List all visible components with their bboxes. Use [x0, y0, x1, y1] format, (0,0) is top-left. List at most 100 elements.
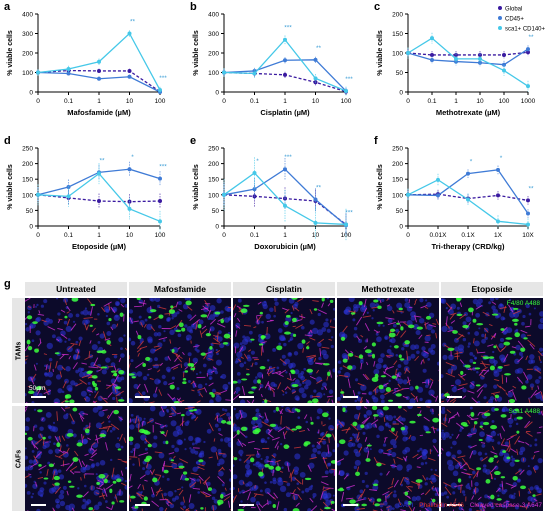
series-sca1-cd140-	[222, 35, 348, 96]
data-point	[97, 59, 101, 64]
series-cd45-	[406, 165, 530, 218]
data-point	[478, 60, 482, 65]
data-point	[97, 68, 101, 73]
data-point	[66, 71, 71, 76]
y-tick-label: 50	[396, 208, 404, 215]
column-header-methotrexate: Methotrexate	[337, 282, 439, 296]
micrograph-image	[129, 406, 231, 511]
stain-legend-item: Phalloidin A546	[419, 502, 464, 509]
significance-annotation: *	[500, 155, 503, 162]
data-point	[158, 219, 162, 224]
x-axis-label: Tri-therapy (CRD/kg)	[432, 242, 505, 251]
series-sca1-cd140-	[36, 30, 162, 94]
data-point	[97, 171, 101, 176]
data-point	[66, 194, 71, 199]
data-point	[313, 197, 318, 202]
x-tick-label: 10X	[522, 232, 534, 239]
series-sca1-cd140-	[222, 157, 348, 241]
series-sca1-cd140-	[36, 163, 162, 232]
x-tick-label: 1	[283, 232, 287, 239]
data-point	[436, 193, 440, 198]
x-tick-label: 1000	[521, 98, 536, 105]
legend-label: Global	[505, 7, 522, 13]
data-point	[496, 219, 500, 224]
series-sca1-cd140-	[406, 32, 530, 92]
micrograph-cafs-methotrexate	[337, 406, 439, 511]
x-tick-label: 100	[499, 98, 510, 105]
data-point	[313, 57, 318, 62]
y-axis-label: % viable cells	[377, 30, 384, 76]
data-point	[313, 76, 318, 81]
y-tick-label: 250	[392, 146, 403, 153]
data-point	[283, 167, 287, 172]
data-point	[526, 84, 530, 89]
scale-bar	[239, 504, 254, 506]
micrograph-image	[233, 406, 335, 511]
significance-annotation: ***	[345, 76, 353, 83]
x-tick-label: 1	[283, 98, 287, 105]
data-point	[454, 52, 458, 57]
series-cd45-	[406, 45, 530, 69]
chart-a: a 0 100 200 300 400 0 0.1 1 10 100 Mafosfamide (µM)…	[4, 1, 167, 117]
data-point	[127, 31, 132, 36]
data-point	[526, 211, 530, 216]
x-tick-label: 10	[126, 232, 134, 239]
x-tick-label: 100	[341, 98, 352, 105]
micrograph-cafs-cisplatin	[233, 406, 335, 511]
y-tick-label: 0	[29, 90, 33, 97]
y-tick-label: 0	[399, 90, 403, 97]
data-point	[430, 36, 434, 41]
scale-bar	[343, 504, 358, 506]
data-point	[252, 187, 257, 192]
x-tick-label: 0.1	[427, 98, 436, 105]
significance-annotation: **	[528, 185, 534, 192]
y-tick-label: 150	[22, 177, 33, 184]
x-tick-label: 10	[312, 98, 320, 105]
chart-f: f 0 50 100 150 200 250 0 0.01X 0.1X 1X 10X Tri-thera…	[374, 135, 534, 251]
stain-legend-item: -	[413, 502, 420, 509]
scale-bar	[135, 504, 150, 506]
x-axis-label: Etoposide (µM)	[72, 242, 126, 251]
micrograph-image	[441, 406, 543, 511]
micrograph-tams-etoposide: F4/80 A488	[441, 298, 543, 403]
micrograph-image	[337, 406, 439, 511]
micrograph-panel: Untreated Mafosfamide Cisplatin Methotrexat…	[12, 282, 546, 511]
series-sca1-cd140-	[406, 173, 530, 231]
y-tick-label: 300	[22, 31, 33, 38]
significance-annotation: ***	[159, 75, 167, 82]
series-line	[407, 169, 529, 214]
x-tick-label: 0.1X	[461, 232, 475, 239]
panel-label-d: d	[4, 135, 11, 147]
micrograph-cafs-etoposide: Sca1 A488	[441, 406, 543, 511]
significance-annotation: **	[130, 19, 136, 26]
legend-label: CD45+	[505, 17, 524, 23]
data-point	[283, 72, 287, 77]
y-tick-label: 200	[22, 161, 33, 168]
x-tick-label: 10	[476, 98, 484, 105]
scale-bar	[447, 396, 462, 398]
data-point	[526, 50, 530, 55]
x-tick-label: 0.1	[64, 98, 73, 105]
data-point	[36, 70, 40, 75]
x-tick-label: 100	[155, 98, 166, 105]
x-tick-label: 0.1	[250, 98, 259, 105]
y-tick-label: 100	[208, 70, 219, 77]
x-tick-label: 10	[126, 98, 134, 105]
data-point	[66, 66, 71, 71]
micrograph-cafs-mafosfamide	[129, 406, 231, 511]
data-point	[406, 192, 410, 197]
series-line	[407, 48, 529, 66]
y-tick-label: 200	[208, 161, 219, 168]
series-line	[407, 37, 529, 87]
y-tick-label: 150	[208, 177, 219, 184]
significance-annotation: ***	[345, 209, 353, 216]
micrograph-image	[25, 406, 127, 511]
series-line	[223, 38, 347, 92]
row-header-tams: TAMs	[12, 298, 25, 403]
y-axis-label: % viable cells	[7, 164, 14, 210]
y-tick-label: 200	[22, 51, 33, 58]
micrograph-tams-methotrexate	[337, 298, 439, 403]
data-point	[526, 47, 530, 52]
x-tick-label: 100	[155, 232, 166, 239]
y-tick-label: 0	[399, 224, 403, 231]
